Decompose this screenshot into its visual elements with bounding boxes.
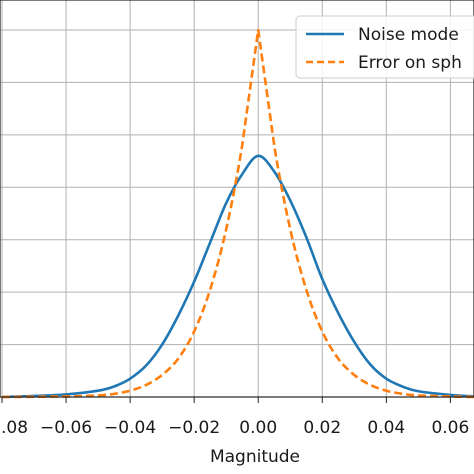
legend-label-error-on-sphere: Error on sph [358,53,462,73]
x-tick-label: 0.02 [303,418,341,438]
legend: Noise mode Error on sph [295,15,474,79]
plot-frame [0,0,474,398]
x-axis-ticks: −0.08 −0.06 −0.04 −0.02 0.00 0.02 0.04 0.06 [0,397,469,438]
x-tick-label: 0.00 [239,418,277,438]
series-line-error-on-sphere [1,28,474,399]
legend-label-noise-model: Noise mode [358,25,459,45]
x-tick-label: −0.08 [0,418,28,438]
series-layer [1,28,474,399]
x-tick-label: 0.06 [431,418,469,438]
series-line-noise-model [1,154,474,399]
x-tick-label: −0.06 [40,418,92,438]
x-tick-label: −0.02 [168,418,220,438]
x-axis-label: Magnitude [210,447,300,467]
x-tick-label: −0.04 [104,418,156,438]
x-tick-label: 0.04 [367,418,405,438]
